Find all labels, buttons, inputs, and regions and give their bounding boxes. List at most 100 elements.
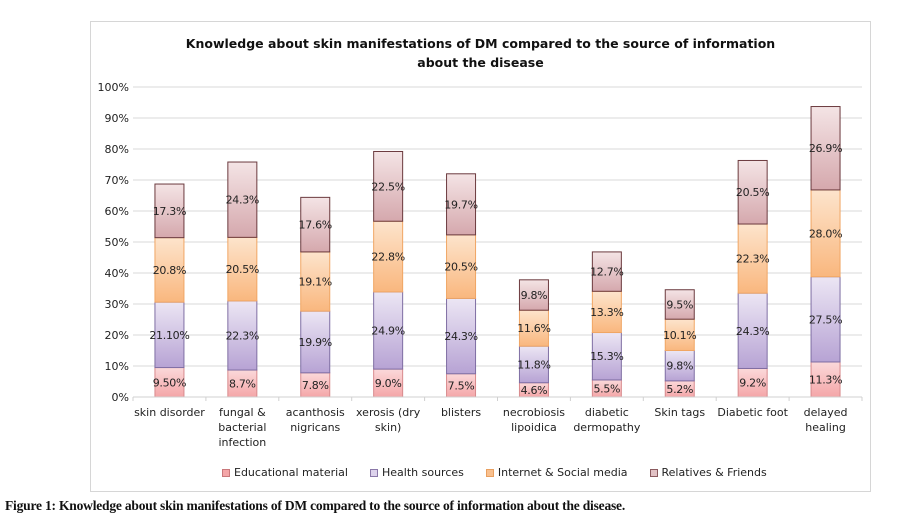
data-label-internet-social-media-skin-tags: 10.1% — [663, 329, 696, 342]
x-tick-label-line: dermopathy — [573, 421, 641, 434]
x-tick-label-skin-disorder: skin disorder — [124, 405, 214, 420]
bar-health-sources-acanthosis-nigricans — [300, 310, 331, 374]
bar-relatives-friends-skin-disorder — [154, 183, 185, 239]
data-label-internet-social-media-delayed-healing: 28.0% — [809, 227, 842, 240]
data-label-health-sources-delayed-healing: 27.5% — [809, 313, 842, 326]
x-tick-label-blisters: blisters — [416, 405, 506, 420]
x-tick-label-line: healing — [805, 421, 846, 434]
data-label-health-sources-skin-tags: 9.8% — [666, 360, 693, 373]
x-tick-label-diabetic-dermopathy: diabetic dermopathy — [562, 405, 652, 435]
data-label-relatives-friends-diabetic-foot: 20.5% — [736, 186, 769, 199]
bar-internet-social-media-diabetic-dermopathy — [591, 290, 622, 334]
x-tick-label-acanthosis-nigricans: acanthosis nigricans — [270, 405, 360, 435]
x-axis — [132, 396, 863, 401]
legend: Educational material Health sources Inte… — [222, 466, 767, 479]
bar-relatives-friends-xerosis-dry-skin — [373, 150, 404, 222]
x-tick-label-line: fungal & — [219, 406, 266, 419]
x-tick-label-fungal-bacterial-infection: fungal & bacterial infection — [197, 405, 287, 450]
data-label-educational-material-fungal-bacterial-infection: 8.7% — [229, 378, 256, 391]
data-label-internet-social-media-diabetic-foot: 22.3% — [736, 253, 769, 266]
legend-swatch-relatives-friends — [649, 468, 658, 477]
data-label-educational-material-diabetic-foot: 9.2% — [739, 377, 766, 390]
x-tick-label-diabetic-foot: Diabetic foot — [708, 405, 798, 420]
x-tick-label-line: nigricans — [290, 421, 341, 434]
data-label-health-sources-acanthosis-nigricans: 19.9% — [299, 336, 332, 349]
legend-swatch-internet-social-media — [485, 468, 494, 477]
chart-title-line-2: about the disease — [417, 55, 544, 70]
bar-relatives-friends-blisters — [446, 173, 477, 236]
data-label-relatives-friends-delayed-healing: 26.9% — [809, 142, 842, 155]
data-label-relatives-friends-diabetic-dermopathy: 12.7% — [590, 266, 623, 279]
legend-label: Health sources — [381, 466, 464, 479]
data-label-health-sources-fungal-bacterial-infection: 22.3% — [226, 329, 259, 342]
bar-relatives-friends-delayed-healing — [810, 106, 841, 191]
bar-health-sources-skin-disorder — [154, 301, 185, 369]
x-tick-label-line: skin) — [374, 421, 402, 434]
data-label-educational-material-skin-tags: 5.2% — [666, 383, 693, 396]
bar-health-sources-diabetic-dermopathy — [591, 332, 622, 381]
bar-educational-material-delayed-healing — [810, 361, 841, 398]
data-label-relatives-friends-xerosis-dry-skin: 22.5% — [371, 180, 404, 193]
x-tick-label-line: acanthosis — [285, 406, 345, 419]
data-label-health-sources-diabetic-dermopathy: 15.3% — [590, 350, 623, 363]
bar-health-sources-necrobiosis-lipoidica — [518, 345, 549, 384]
data-label-internet-social-media-xerosis-dry-skin: 22.8% — [371, 251, 404, 264]
data-label-internet-social-media-diabetic-dermopathy: 13.3% — [590, 306, 623, 319]
bar-relatives-friends-fungal-bacterial-infection — [227, 161, 258, 238]
x-tick-label-xerosis-dry-skin: xerosis (dry skin) — [343, 405, 433, 435]
x-tick-label-line: delayed — [803, 406, 848, 419]
data-label-relatives-friends-fungal-bacterial-infection: 24.3% — [226, 194, 259, 207]
chart-title-line-1: Knowledge about skin manifestations of D… — [185, 36, 776, 51]
bar-relatives-friends-skin-tags — [664, 289, 695, 320]
data-label-educational-material-diabetic-dermopathy: 5.5% — [593, 382, 620, 395]
legend-item-relatives-friends: Relatives & Friends — [649, 466, 767, 479]
legend-label: Relatives & Friends — [661, 466, 767, 479]
y-tick-label: 20% — [105, 329, 129, 342]
chart-title: Knowledge about skin manifestations of D… — [90, 34, 871, 72]
data-label-relatives-friends-skin-tags: 9.5% — [666, 298, 693, 311]
legend-label: Internet & Social media — [497, 466, 628, 479]
data-label-relatives-friends-skin-disorder: 17.3% — [153, 205, 186, 218]
x-tick-label-line: Skin tags — [654, 406, 706, 419]
x-tick-label-line: skin disorder — [134, 406, 205, 419]
legend-item-health-sources: Health sources — [369, 466, 464, 479]
bar-educational-material-xerosis-dry-skin — [373, 368, 404, 398]
y-tick-label: 80% — [105, 143, 129, 156]
y-axis-ticks: 0% 10% 20% 30% 40% 50% 60% 70% 80% 90% 100% — [98, 81, 129, 404]
x-tick-label-delayed-healing: delayed healing — [781, 405, 871, 435]
y-tick-label: 50% — [105, 236, 129, 249]
bar-internet-social-media-diabetic-foot — [737, 223, 768, 294]
bar-relatives-friends-necrobiosis-lipoidica — [518, 279, 549, 311]
data-label-internet-social-media-fungal-bacterial-infection: 20.5% — [226, 263, 259, 276]
bar-relatives-friends-diabetic-dermopathy — [591, 251, 622, 292]
x-tick-label-line: lipoidica — [511, 421, 557, 434]
data-label-health-sources-skin-disorder: 21.10% — [149, 329, 189, 342]
data-label-health-sources-diabetic-foot: 24.3% — [736, 325, 769, 338]
bar-relatives-friends-diabetic-foot — [737, 159, 768, 225]
y-tick-label: 70% — [105, 174, 129, 187]
bar-internet-social-media-delayed-healing — [810, 189, 841, 278]
y-tick-label: 60% — [105, 205, 129, 218]
x-tick-label-line: blisters — [440, 406, 482, 419]
legend-item-internet-social-media: Internet & Social media — [485, 466, 628, 479]
data-label-educational-material-acanthosis-nigricans: 7.8% — [302, 379, 329, 392]
data-label-relatives-friends-acanthosis-nigricans: 17.6% — [299, 219, 332, 232]
x-tick-label-line: infection — [218, 436, 267, 449]
bar-health-sources-blisters — [446, 297, 477, 375]
data-label-internet-social-media-acanthosis-nigricans: 19.1% — [299, 276, 332, 289]
bar-relatives-friends-acanthosis-nigricans — [300, 196, 331, 253]
data-label-health-sources-xerosis-dry-skin: 24.9% — [371, 325, 404, 338]
y-tick-label: 0% — [112, 391, 129, 404]
bar-internet-social-media-necrobiosis-lipoidica — [518, 309, 549, 347]
legend-label: Educational material — [234, 466, 348, 479]
data-label-educational-material-skin-disorder: 9.50% — [153, 376, 186, 389]
data-label-internet-social-media-necrobiosis-lipoidica: 11.6% — [517, 322, 550, 335]
data-label-relatives-friends-necrobiosis-lipoidica: 9.8% — [521, 289, 548, 302]
legend-swatch-educational-material — [222, 468, 230, 477]
bar-internet-social-media-xerosis-dry-skin — [373, 220, 404, 293]
y-tick-label: 90% — [105, 112, 129, 125]
data-label-educational-material-xerosis-dry-skin: 9.0% — [375, 377, 402, 390]
y-tick-label: 30% — [105, 298, 129, 311]
x-tick-label-line: necrobiosis — [502, 406, 565, 419]
